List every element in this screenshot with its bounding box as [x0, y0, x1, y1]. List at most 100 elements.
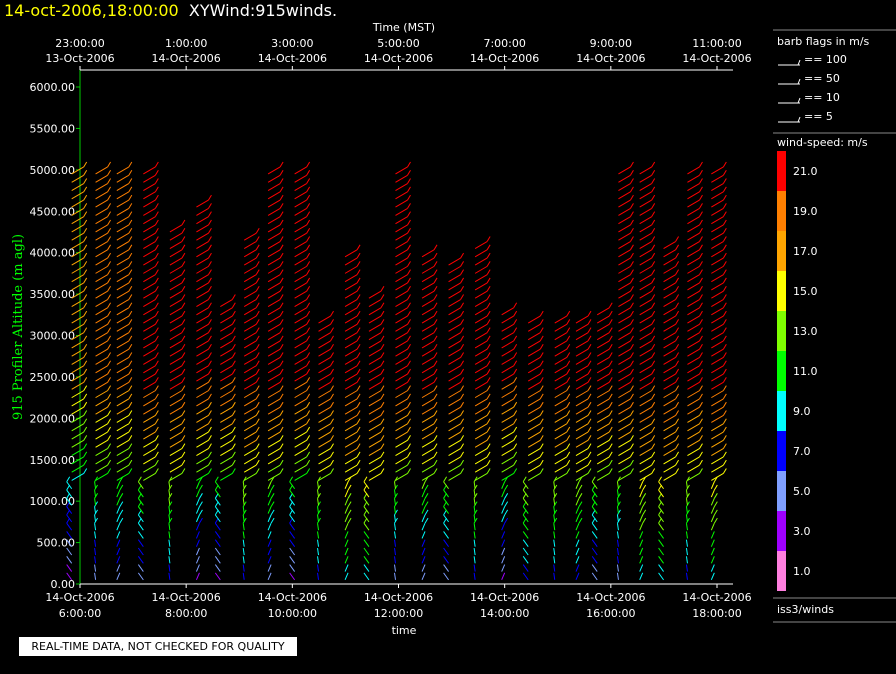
- wind-barb: [421, 473, 435, 481]
- wind-barb-flag: [231, 401, 236, 408]
- wind-barb-flag: [154, 360, 159, 367]
- wind-barb: [344, 556, 349, 564]
- wind-barb: [267, 564, 272, 572]
- wind-barb: [267, 307, 281, 316]
- wind-barb-flag: [199, 501, 203, 507]
- wind-barb: [95, 274, 108, 283]
- wind-barb: [711, 315, 724, 324]
- wind-barb-flag: [356, 319, 361, 325]
- wind-barb: [317, 498, 320, 506]
- wind-barb-flag: [154, 244, 159, 251]
- wind-barb: [116, 456, 130, 465]
- wind-barb: [618, 216, 631, 225]
- wind-barb-flag: [407, 385, 411, 391]
- wind-barb-flag: [128, 352, 133, 358]
- wind-barb-flag: [279, 211, 284, 217]
- wind-barb-flag: [208, 285, 212, 292]
- wind-barb-flag: [722, 343, 727, 350]
- wind-barb: [639, 390, 652, 399]
- wind-barb: [169, 241, 183, 249]
- wind-barb-flag: [486, 443, 491, 449]
- speed-legend-label: 15.0: [793, 285, 818, 298]
- wind-barb: [116, 514, 121, 523]
- wind-barb: [448, 381, 461, 390]
- wind-barb: [95, 241, 108, 249]
- wind-barb: [267, 282, 281, 291]
- wind-barb: [395, 365, 408, 374]
- wind-barb-flag: [651, 252, 656, 259]
- wind-barb-flag: [407, 418, 411, 425]
- wind-barb-flag: [181, 310, 186, 317]
- wind-barb-flag: [279, 393, 284, 400]
- wind-barb: [168, 539, 171, 547]
- wind-barb: [395, 249, 408, 258]
- wind-barb-flag: [208, 244, 212, 251]
- wind-barb: [294, 332, 307, 341]
- wind-barb-flag: [380, 327, 385, 333]
- wind-barb: [243, 365, 257, 374]
- wind-barb: [663, 423, 676, 432]
- wind-barb-flag: [699, 468, 703, 474]
- wind-barb: [685, 514, 688, 522]
- wind-barb-flag: [513, 385, 518, 391]
- wind-barb: [395, 456, 408, 465]
- wind-barb: [344, 340, 358, 349]
- wind-barb: [143, 290, 156, 299]
- wind-barb-flag: [722, 178, 727, 184]
- wind-barb: [116, 257, 130, 266]
- wind-barb: [95, 448, 108, 457]
- wind-barb: [344, 514, 349, 523]
- wind-barb-flag: [306, 335, 311, 342]
- wind-barb-flag: [83, 385, 88, 391]
- wind-barb: [294, 373, 307, 382]
- wind-barb: [616, 523, 619, 531]
- wind-barb-flag: [255, 468, 260, 474]
- wind-barb-flag: [306, 194, 311, 201]
- wind-barb-flag: [486, 385, 491, 391]
- wind-barb: [242, 523, 245, 531]
- wind-barb-flag: [443, 476, 448, 482]
- wind-barb-flag: [699, 459, 703, 466]
- wind-barb-flag: [699, 252, 703, 259]
- wind-barb-flag: [651, 203, 656, 209]
- x-tick-time: 8:00:00: [165, 607, 207, 620]
- wind-barb: [169, 265, 183, 274]
- wind-barb: [687, 340, 700, 349]
- wind-barb-flag: [699, 170, 703, 176]
- wind-barb-flag: [651, 194, 656, 201]
- wind-barb-flag: [407, 368, 411, 375]
- wind-barb-flag: [279, 219, 284, 226]
- wind-barb-flag: [128, 252, 133, 259]
- wind-barb: [267, 348, 281, 357]
- wind-barb-flag: [699, 310, 703, 317]
- barb-legend-tick: [797, 97, 801, 104]
- wind-barb: [596, 365, 610, 374]
- wind-barb-flag: [608, 310, 613, 317]
- wind-barb-flag: [107, 252, 112, 259]
- wind-barb: [522, 506, 529, 514]
- wind-barb-flag: [128, 327, 133, 333]
- wind-barb: [501, 406, 514, 415]
- wind-barb: [267, 539, 272, 547]
- wind-barb-flag: [713, 517, 718, 524]
- wind-barb: [368, 323, 382, 332]
- wind-barb: [591, 547, 598, 556]
- wind-barb-flag: [231, 327, 236, 333]
- wind-barb: [639, 473, 652, 481]
- wind-barb-flag: [289, 476, 294, 482]
- wind-barb-flag: [356, 327, 361, 333]
- wind-barb: [243, 456, 257, 465]
- wind-barb: [591, 572, 598, 581]
- wind-barb-flag: [107, 170, 112, 176]
- wind-barb: [639, 481, 644, 489]
- wind-barb: [639, 340, 652, 349]
- wind-barb-flag: [460, 302, 465, 309]
- wind-barb-flag: [279, 194, 284, 201]
- wind-barb: [527, 448, 541, 457]
- wind-barb: [501, 473, 514, 481]
- wind-barb: [618, 183, 631, 191]
- wind-barb-flag: [306, 186, 311, 193]
- wind-barb-flag: [424, 484, 429, 491]
- wind-barb-flag: [181, 252, 186, 259]
- wind-barb-flag: [208, 327, 212, 333]
